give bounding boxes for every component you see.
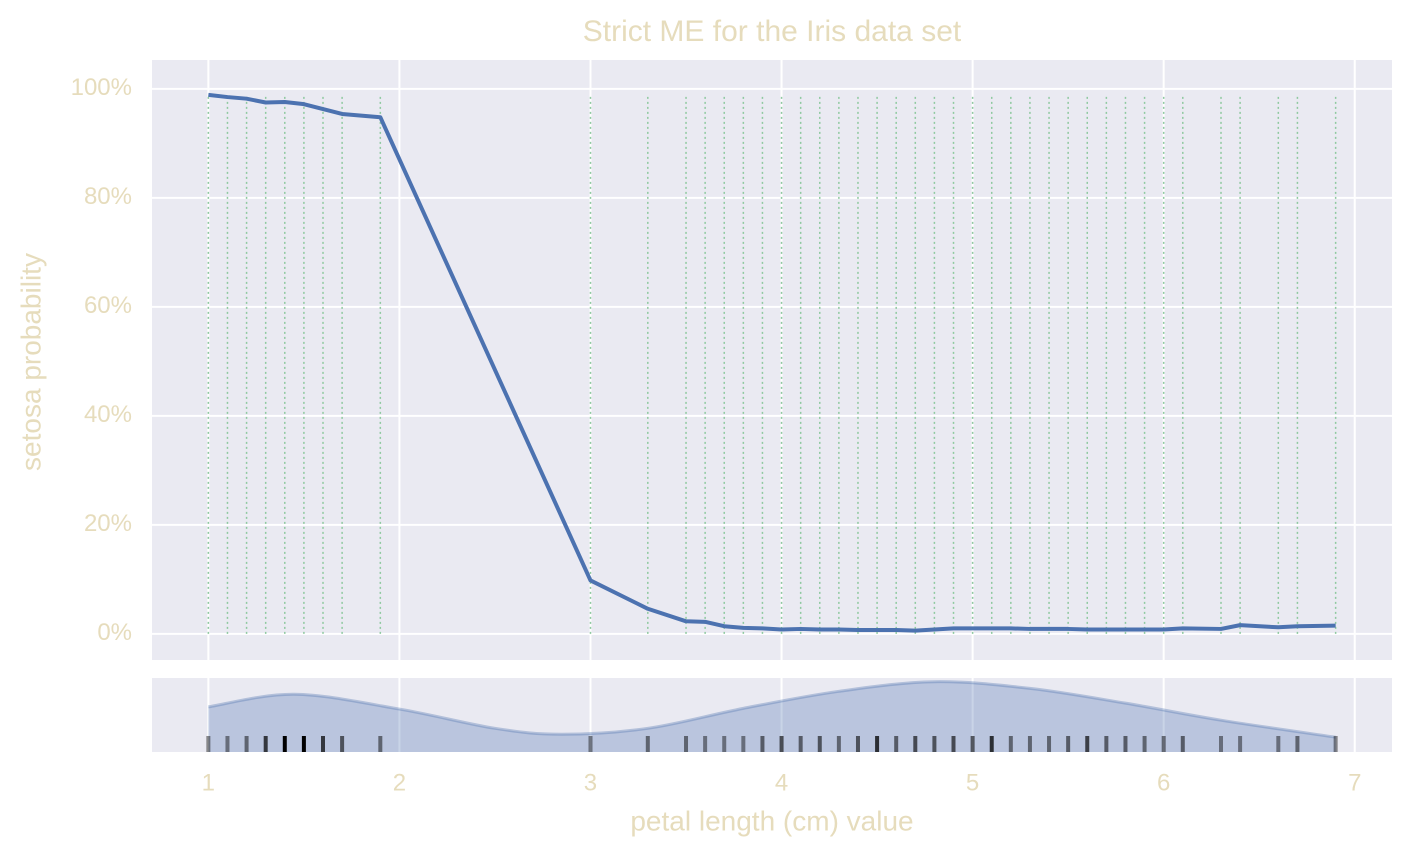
- x-axis-label: petal length (cm) value: [630, 805, 913, 836]
- chart-title: Strict ME for the Iris data set: [583, 15, 962, 48]
- density-curve: [208, 680, 1336, 739]
- density-area: [152, 678, 1392, 752]
- line: [208, 92, 1336, 633]
- y-tick-label: 20%: [84, 510, 132, 537]
- y-tick-label: 0%: [97, 619, 132, 646]
- y-tick-label: 40%: [84, 401, 132, 428]
- y-tick-label: 80%: [84, 183, 132, 210]
- x-tick-label: 3: [584, 769, 597, 796]
- x-tick-label: 6: [1157, 769, 1170, 796]
- x-tick-label: 7: [1348, 769, 1361, 796]
- density-area: [208, 681, 1336, 752]
- y-tick-label: 100%: [71, 74, 132, 101]
- x-tick-label: 5: [966, 769, 979, 796]
- x-tick-label: 4: [775, 769, 788, 796]
- y-tick-label: 60%: [84, 292, 132, 319]
- x-tick-label: 1: [202, 769, 215, 796]
- plot-area: [152, 60, 1392, 660]
- y-axis-label: setosa probability: [15, 253, 46, 471]
- x-tick-label: 2: [393, 769, 406, 796]
